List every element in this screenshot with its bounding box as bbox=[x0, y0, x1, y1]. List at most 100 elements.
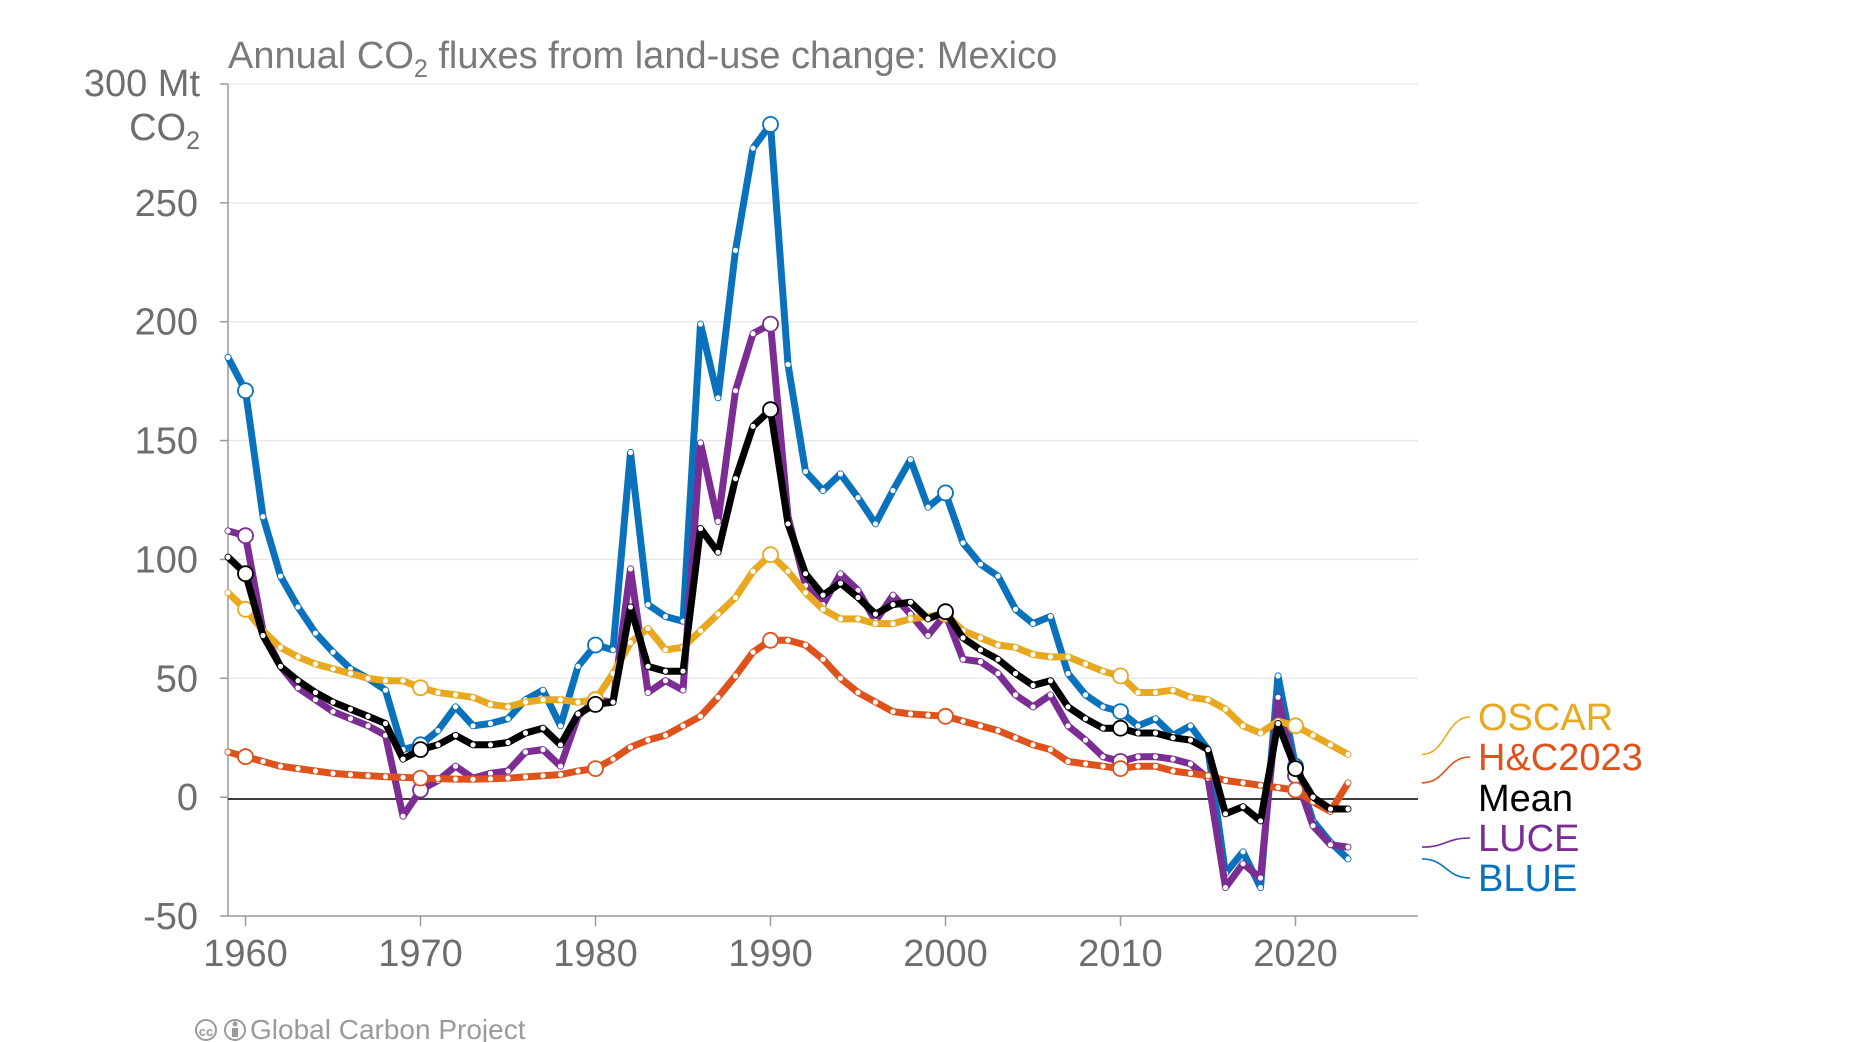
data-point bbox=[1240, 723, 1246, 729]
x-tick-label: 1990 bbox=[728, 933, 813, 975]
data-point bbox=[890, 709, 896, 715]
data-point bbox=[400, 678, 406, 684]
data-point bbox=[715, 518, 721, 525]
data-point bbox=[1345, 856, 1351, 862]
data-point bbox=[330, 709, 336, 715]
data-point bbox=[260, 514, 266, 520]
data-point bbox=[1065, 654, 1071, 660]
data-point bbox=[1240, 804, 1246, 810]
data-point bbox=[470, 742, 476, 748]
data-point bbox=[435, 689, 441, 696]
data-point bbox=[890, 602, 896, 608]
data-point bbox=[1047, 747, 1054, 753]
data-point bbox=[610, 670, 616, 677]
data-point bbox=[1187, 723, 1194, 729]
y-tick-label: 200 bbox=[135, 302, 198, 344]
data-point bbox=[487, 776, 494, 782]
data-point bbox=[312, 630, 319, 636]
decade-marker bbox=[762, 401, 779, 419]
data-point bbox=[890, 592, 896, 598]
data-point bbox=[522, 730, 529, 736]
data-point bbox=[1187, 737, 1194, 743]
data-point bbox=[522, 749, 529, 755]
x-tick-label: 2020 bbox=[1253, 933, 1338, 975]
data-point bbox=[1310, 794, 1316, 800]
data-point bbox=[1187, 770, 1194, 777]
data-point bbox=[382, 774, 389, 780]
data-point bbox=[1030, 704, 1036, 710]
data-point bbox=[925, 616, 931, 622]
data-point bbox=[295, 678, 301, 684]
gridlines bbox=[228, 83, 1418, 917]
decade-marker bbox=[237, 565, 254, 583]
data-point bbox=[1310, 732, 1316, 738]
data-point bbox=[522, 774, 529, 780]
data-point bbox=[225, 590, 231, 596]
data-point bbox=[312, 697, 319, 703]
data-point bbox=[1030, 651, 1036, 658]
data-point bbox=[1012, 692, 1019, 698]
data-point bbox=[925, 504, 931, 510]
data-point bbox=[260, 758, 266, 765]
data-point bbox=[435, 742, 441, 748]
data-point bbox=[837, 675, 844, 681]
data-point bbox=[1170, 756, 1176, 762]
data-point bbox=[890, 621, 896, 627]
data-point bbox=[1222, 811, 1229, 817]
y-tick-label: 0 bbox=[177, 777, 198, 819]
data-point bbox=[1047, 692, 1054, 698]
data-point bbox=[855, 587, 861, 593]
data-point bbox=[820, 592, 826, 598]
legend-connector bbox=[1421, 858, 1471, 879]
data-point bbox=[365, 723, 371, 729]
decade-marker bbox=[1287, 717, 1304, 735]
svg-text:cc: cc bbox=[199, 1024, 213, 1039]
data-point bbox=[347, 716, 354, 722]
data-point bbox=[1152, 716, 1159, 722]
data-point bbox=[627, 604, 634, 610]
data-point bbox=[1152, 754, 1159, 760]
decade-marker bbox=[762, 631, 779, 649]
data-point bbox=[452, 692, 459, 698]
data-point bbox=[750, 423, 756, 429]
data-point bbox=[557, 742, 564, 748]
decade-marker bbox=[937, 603, 954, 621]
data-point bbox=[1012, 606, 1019, 612]
data-point bbox=[1170, 735, 1176, 741]
y-tick-label: 100 bbox=[135, 539, 198, 581]
data-point bbox=[382, 720, 389, 727]
data-point bbox=[977, 723, 984, 729]
decade-marker bbox=[1112, 667, 1129, 685]
data-point bbox=[295, 685, 301, 691]
data-point bbox=[610, 647, 616, 653]
decade-marker bbox=[1112, 760, 1129, 777]
data-point bbox=[312, 768, 319, 774]
data-point bbox=[732, 247, 739, 253]
data-point bbox=[330, 770, 336, 777]
decade-marker bbox=[237, 527, 254, 545]
data-point bbox=[312, 689, 319, 696]
data-point bbox=[1275, 673, 1281, 679]
data-point bbox=[697, 713, 704, 719]
data-point bbox=[907, 599, 914, 605]
data-point bbox=[487, 720, 494, 727]
data-point bbox=[540, 747, 546, 753]
data-point bbox=[330, 699, 336, 705]
data-point bbox=[1187, 694, 1194, 700]
data-point bbox=[697, 440, 704, 446]
data-point bbox=[295, 766, 301, 772]
data-point bbox=[645, 625, 651, 632]
data-point bbox=[837, 580, 844, 586]
data-point bbox=[1100, 704, 1106, 710]
data-point bbox=[1170, 768, 1176, 774]
data-point bbox=[1030, 682, 1036, 689]
x-tick-label: 2000 bbox=[903, 933, 988, 975]
decade-marker bbox=[587, 636, 604, 654]
data-point bbox=[1135, 723, 1141, 729]
data-point bbox=[225, 554, 231, 560]
legend-connector bbox=[1421, 837, 1471, 848]
data-point bbox=[1187, 761, 1194, 767]
data-point bbox=[260, 632, 266, 639]
decade-marker bbox=[1287, 760, 1304, 777]
data-point bbox=[295, 604, 301, 610]
